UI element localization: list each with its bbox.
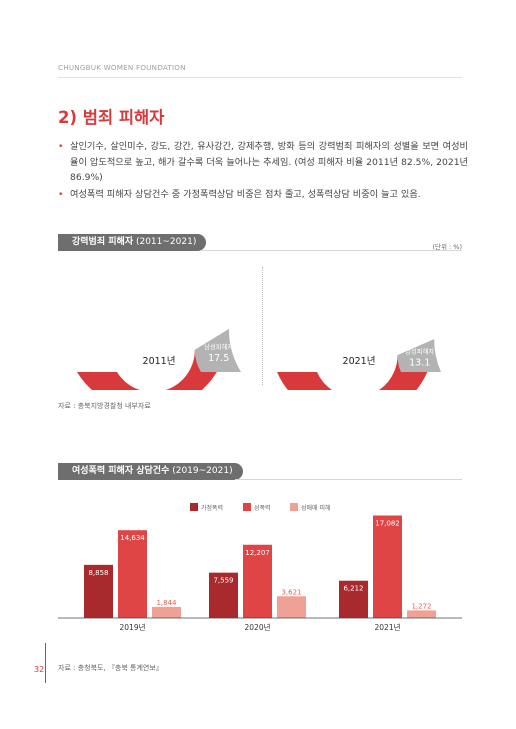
chart2-title-rule — [235, 479, 462, 480]
bar-value-label: 8,858 — [88, 569, 108, 577]
bullet-text: 살인기수, 살인미수, 강도, 강간, 유사강간, 강제추행, 방화 등의 강력… — [70, 141, 468, 183]
female-slice-value: 86.9 — [335, 310, 358, 322]
donut-year-label: 2021년 — [343, 356, 376, 367]
legend-swatch — [290, 503, 298, 511]
bullet-item: • 살인기수, 살인미수, 강도, 강간, 유사강간, 강제추행, 방화 등의 … — [58, 139, 468, 186]
female-victim-slice — [77, 329, 229, 390]
bar — [339, 580, 368, 618]
bar — [277, 596, 306, 618]
victim-gender-donut-charts: 여성피해자 82.5 남성피해자 17.5 2011년 여성피해자 86.9 남성피해자 13.… — [77, 299, 441, 390]
donut-divider — [262, 267, 263, 385]
male-slice-value: 17.5 — [208, 353, 229, 364]
org-header-label: CHUNGBUK WOMEN FOUNDATION — [58, 63, 186, 72]
legend-label: 가정폭력 — [201, 504, 223, 512]
chart2-title-tab: 여성폭력 피해자 상담건수 (2019~2021) — [58, 463, 243, 480]
category-label: 2020년 — [245, 622, 271, 632]
page-number: 32 — [34, 665, 45, 674]
male-slice-value: 13.1 — [409, 357, 430, 368]
legend-label: 성폭력 — [254, 504, 271, 512]
female-slice-label: 여성피해자 — [127, 300, 159, 309]
counseling-bar-chart: 가정폭력 성폭력 성매매 피해 8,858 14,634 1,844 2019년 7,559 1… — [58, 503, 462, 632]
legend-label: 성매매 피해 — [301, 504, 331, 512]
male-victim-slice — [397, 339, 441, 372]
bar-value-label: 6,212 — [343, 585, 363, 593]
donut-year-label: 2011년 — [143, 356, 176, 367]
bar-value-label: 1,272 — [411, 602, 431, 610]
male-slice-label: 남성피해자 — [204, 342, 233, 351]
bar — [243, 544, 272, 618]
male-slice-label: 남성피해자 — [405, 346, 434, 355]
legend-swatch — [190, 503, 198, 511]
bullet-item: • 여성폭력 피해자 상담건수 중 가정폭력상담 비중은 점차 줄고, 성폭력상… — [58, 187, 468, 203]
bar-value-label: 14,634 — [120, 534, 145, 542]
bar-value-label: 12,207 — [245, 549, 270, 557]
bar — [407, 610, 436, 618]
chart1-period: (2011~2021) — [133, 237, 197, 247]
male-victim-slice — [194, 329, 241, 372]
bar-value-label: 3,621 — [281, 588, 301, 596]
header-divider — [58, 77, 462, 78]
female-slice-value: 82.5 — [130, 311, 153, 323]
chart1-title-rule — [200, 250, 462, 251]
chart1-title: 강력범죄 피해자 — [72, 237, 134, 247]
bar — [209, 572, 238, 618]
chart2-title: 여성폭력 피해자 상담건수 — [72, 466, 170, 476]
bullet-text: 여성폭력 피해자 상담건수 중 가정폭력상담 비중은 점차 줄고, 성폭력상담 … — [70, 188, 421, 200]
legend-swatch — [243, 503, 251, 511]
bar — [118, 530, 147, 618]
bullet-dot-icon: • — [58, 188, 64, 200]
page-number-rule — [45, 643, 46, 683]
summary-bullets: • 살인기수, 살인미수, 강도, 강간, 유사강간, 강제추행, 방화 등의 … — [58, 139, 468, 202]
category-label: 2021년 — [375, 622, 401, 632]
bar — [373, 515, 402, 618]
chart2-period: (2019~2021) — [169, 466, 233, 476]
bar — [84, 564, 113, 618]
female-slice-label: 여성피해자 — [331, 299, 363, 308]
category-label: 2019년 — [120, 622, 146, 632]
chart1-title-tab: 강력범죄 피해자 (2011~2021) — [58, 234, 207, 251]
section-title: 2) 범죄 피해자 — [58, 108, 165, 127]
bar-value-label: 7,559 — [213, 577, 233, 585]
bar — [152, 606, 181, 618]
bar-value-label: 1,844 — [156, 599, 177, 607]
chart2-source: 자료 : 충청북도, 『충북 통계연보』 — [58, 664, 163, 672]
chart1-source: 자료 : 충북지방경찰청 내부자료 — [58, 402, 151, 410]
bar-value-label: 17,082 — [375, 520, 400, 528]
female-victim-slice — [277, 339, 435, 390]
chart1-unit: (단위 : %) — [432, 243, 462, 251]
bullet-dot-icon: • — [58, 141, 64, 152]
